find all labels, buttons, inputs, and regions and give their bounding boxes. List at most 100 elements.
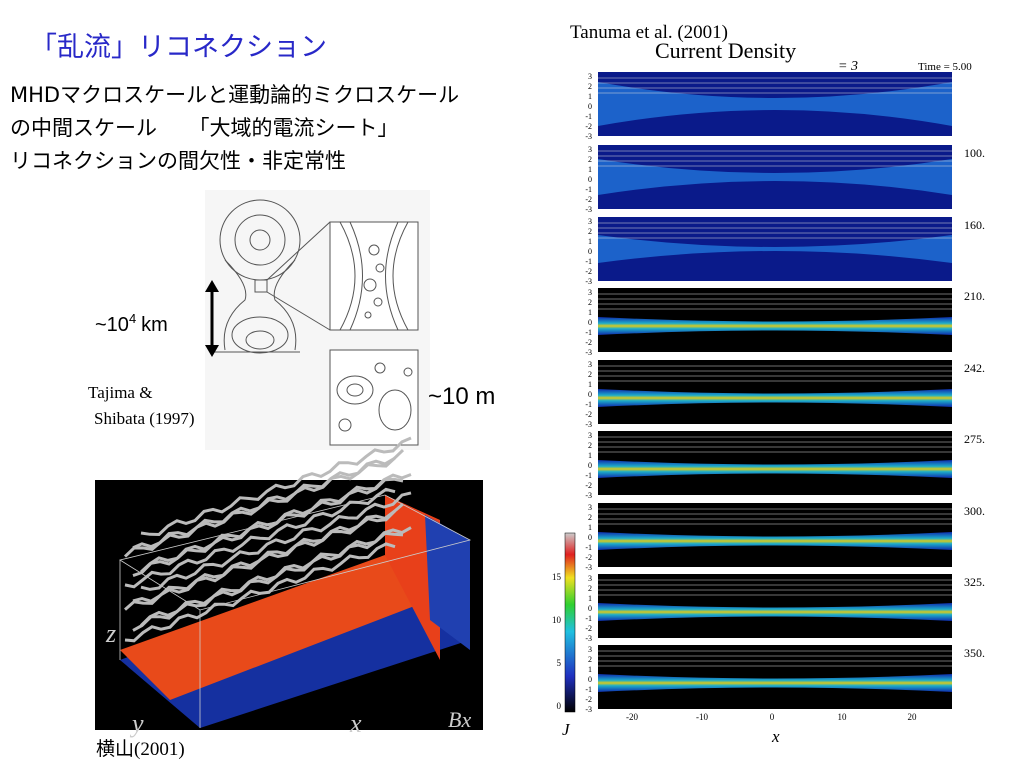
panel-time: 350. xyxy=(964,646,985,660)
text-line: の中間スケール 「大域的電流シート」 xyxy=(10,116,399,140)
panel-y-tick: 0 xyxy=(588,461,592,470)
panel-y-tick: 2 xyxy=(588,441,592,450)
panel-y-tick: 2 xyxy=(588,82,592,91)
panel-y-tick: -1 xyxy=(585,614,592,623)
panel-y-tick: 3 xyxy=(588,217,592,226)
text-line: MHDマクロスケールと運動論的ミクロスケール xyxy=(10,83,459,107)
panel-y-tick: 3 xyxy=(588,431,592,440)
panel-y-tick: 0 xyxy=(588,604,592,613)
panel-y-tick: 1 xyxy=(588,380,592,389)
figure-title: Current Density xyxy=(655,38,796,63)
x-tick-label: 20 xyxy=(908,712,918,722)
panel-y-tick: 2 xyxy=(588,513,592,522)
citation: Tajima & xyxy=(88,383,152,402)
slide-title: 「乱流」リコネクション xyxy=(30,32,327,63)
panel-y-tick: 2 xyxy=(588,655,592,664)
current-sheet xyxy=(598,235,952,263)
panel-time: Time = 5.00 xyxy=(918,61,972,73)
current-sheet xyxy=(598,460,952,478)
panel-y-tick: -1 xyxy=(585,328,592,337)
panel-y-tick: 3 xyxy=(588,72,592,81)
citation: Shibata (1997) xyxy=(94,409,195,428)
panel-y-tick: -2 xyxy=(585,267,592,276)
colorbar xyxy=(564,532,576,713)
panel-y-tick: 0 xyxy=(588,102,592,111)
panel-y-tick: 1 xyxy=(588,665,592,674)
x-tick-label: 0 xyxy=(770,712,775,722)
scale-unit: km xyxy=(141,314,168,336)
x-tick-label: 10 xyxy=(838,712,848,722)
field-line xyxy=(139,473,412,574)
citation: 横山(2001) xyxy=(96,738,185,760)
panel-y-tick: -2 xyxy=(585,338,592,347)
panel-y-tick: -2 xyxy=(585,695,592,704)
panel-y-tick: 0 xyxy=(588,390,592,399)
panel-y-tick: -3 xyxy=(585,563,592,572)
panel-y-tick: 0 xyxy=(588,533,592,542)
simulation-3d-image xyxy=(95,436,483,730)
scale-arrow xyxy=(205,280,219,357)
panel-y-tick: -3 xyxy=(585,277,592,286)
panel-time: 100. xyxy=(964,146,985,160)
colorbar-tick: 15 xyxy=(552,572,562,582)
field-line xyxy=(132,449,405,550)
scale-prefix: ~10 xyxy=(95,314,129,336)
colorbar-tick: 0 xyxy=(557,701,562,711)
panel-time: 160. xyxy=(964,218,985,232)
current-sheet xyxy=(598,532,952,550)
panel-y-tick: 2 xyxy=(588,370,592,379)
text-line: リコネクションの間欠性・非定常性 xyxy=(10,149,346,173)
panel-y-tick: -2 xyxy=(585,122,592,131)
panel-y-tick: 2 xyxy=(588,298,592,307)
field-line xyxy=(139,526,412,627)
scale-label: ~10 m xyxy=(428,383,495,410)
current-sheet xyxy=(598,159,952,195)
field-line xyxy=(140,491,412,591)
panel-y-tick: 1 xyxy=(588,165,592,174)
panel-y-tick: -1 xyxy=(585,400,592,409)
panel-y-tick: 0 xyxy=(588,675,592,684)
panel-time: 210. xyxy=(964,289,985,303)
figure-parameter: = 3 xyxy=(838,59,858,74)
panel-y-tick: -2 xyxy=(585,624,592,633)
panel-y-tick: -1 xyxy=(585,257,592,266)
panel-y-tick: 3 xyxy=(588,645,592,654)
field-line xyxy=(132,502,404,603)
panel-y-tick: 3 xyxy=(588,288,592,297)
x-axis-label: x xyxy=(771,727,780,746)
panel-y-tick: 1 xyxy=(588,237,592,246)
panel-y-tick: 0 xyxy=(588,247,592,256)
cascade-diagram xyxy=(205,190,430,450)
panel-time: 300. xyxy=(964,504,985,518)
axis-label: Bx xyxy=(448,707,471,732)
panel-y-tick: -3 xyxy=(585,491,592,500)
field-line xyxy=(124,542,396,643)
field-line xyxy=(140,436,412,537)
colorbar-tick: 5 xyxy=(557,658,562,668)
panel-y-tick: -3 xyxy=(585,420,592,429)
panel-y-tick: -1 xyxy=(585,185,592,194)
current-sheet xyxy=(598,674,952,692)
panel-y-tick: -2 xyxy=(585,195,592,204)
panel-y-tick: 3 xyxy=(588,503,592,512)
panel-y-tick: 2 xyxy=(588,584,592,593)
panel-y-tick: -1 xyxy=(585,685,592,694)
current-sheet xyxy=(598,317,952,335)
scale-label: ~104 km xyxy=(95,311,168,336)
panel-y-tick: -3 xyxy=(585,205,592,214)
panel-time: 275. xyxy=(964,432,985,446)
panel-y-tick: 2 xyxy=(588,155,592,164)
current-sheet xyxy=(598,603,952,621)
axis-label: y xyxy=(129,709,144,738)
colorbar-label: J xyxy=(562,720,571,739)
panel-y-tick: -1 xyxy=(585,471,592,480)
panel-y-tick: -3 xyxy=(585,132,592,141)
panel-y-tick: 2 xyxy=(588,227,592,236)
panel-y-tick: 3 xyxy=(588,574,592,583)
panel-y-tick: 3 xyxy=(588,360,592,369)
citation: Tanuma et al. (2001) xyxy=(570,22,728,43)
panel-y-tick: 3 xyxy=(588,145,592,154)
panel-y-tick: 0 xyxy=(588,175,592,184)
